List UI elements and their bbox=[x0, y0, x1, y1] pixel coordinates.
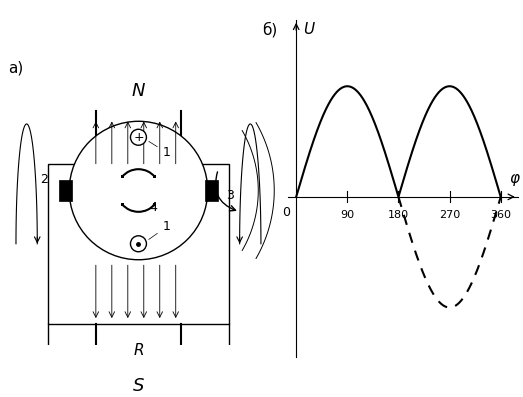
Text: 1: 1 bbox=[149, 220, 170, 239]
Bar bbox=[59, 180, 72, 201]
Text: U: U bbox=[303, 22, 314, 37]
Text: 3: 3 bbox=[226, 189, 234, 202]
Text: +: + bbox=[133, 131, 144, 144]
Text: 90: 90 bbox=[340, 210, 355, 220]
Text: 270: 270 bbox=[439, 210, 460, 220]
Text: 1: 1 bbox=[149, 141, 170, 159]
Circle shape bbox=[130, 236, 146, 252]
Bar bbox=[153, 175, 156, 178]
Bar bbox=[205, 180, 218, 201]
Text: 2: 2 bbox=[40, 173, 48, 186]
Text: S: S bbox=[133, 377, 144, 395]
Text: 360: 360 bbox=[490, 210, 511, 220]
Text: N: N bbox=[132, 82, 145, 100]
Bar bbox=[120, 202, 124, 206]
Bar bbox=[120, 175, 124, 178]
Text: φ: φ bbox=[509, 171, 519, 186]
Bar bbox=[153, 202, 156, 206]
Text: б): б) bbox=[262, 22, 277, 38]
Text: а): а) bbox=[8, 60, 23, 75]
Text: 0: 0 bbox=[282, 206, 290, 219]
Bar bbox=[48, 164, 229, 324]
Circle shape bbox=[130, 129, 146, 145]
Text: 180: 180 bbox=[388, 210, 409, 220]
Bar bbox=[115, 365, 163, 378]
Circle shape bbox=[69, 121, 208, 260]
Text: 4: 4 bbox=[149, 201, 157, 214]
Text: R: R bbox=[133, 343, 144, 358]
